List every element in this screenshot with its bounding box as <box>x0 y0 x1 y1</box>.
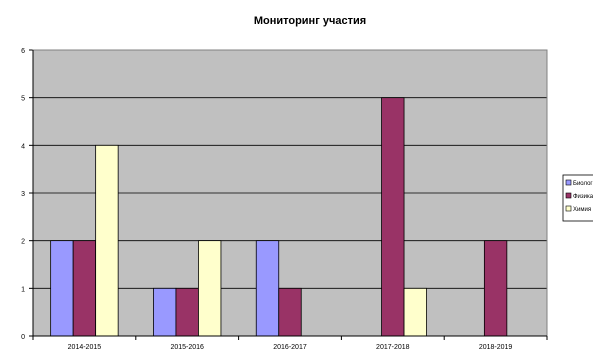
legend-label-Биология: Биология <box>573 181 593 187</box>
y-tick-label: 2 <box>21 239 25 246</box>
bar-Химия-2015-2016 <box>198 240 222 337</box>
bar-Биология-2015-2016 <box>153 287 177 337</box>
bar-Физика-2018-2019 <box>483 240 508 337</box>
legend-swatch-Химия <box>565 205 572 212</box>
bar-Физика-2016-2017 <box>278 287 302 337</box>
x-tick-label: 2016-2017 <box>273 344 307 351</box>
legend-label-Физика: Физика <box>573 194 593 200</box>
plot-area: 0 1 2 3 4 5 6 2014-2015 2015-2016 2016-2017 2017-2… <box>21 48 548 351</box>
legend-swatch-Биология <box>565 179 572 186</box>
y-tick-label: 5 <box>21 96 25 103</box>
y-tick-label: 0 <box>21 334 25 341</box>
bar-Физика-2014-2015 <box>72 240 97 337</box>
bar-Биология-2016-2017 <box>255 240 280 337</box>
y-tick-label: 4 <box>21 143 25 150</box>
x-tick-label: 2018-2019 <box>479 344 513 351</box>
legend: Биология Физика Химия <box>562 174 593 222</box>
chart-title: Мониторинг участия <box>254 15 366 27</box>
x-tick-label: 2015-2016 <box>170 344 204 351</box>
y-tick-label: 6 <box>21 48 25 55</box>
bar-Биология-2014-2015 <box>50 240 74 337</box>
bar-Физика-2017-2018 <box>381 97 405 337</box>
x-tick-label: 2017-2018 <box>376 344 410 351</box>
bar-Химия-2014-2015 <box>95 144 119 337</box>
bar-Физика-2015-2016 <box>175 287 199 337</box>
legend-label-Химия: Химия <box>573 207 591 213</box>
bar-Химия-2017-2018 <box>403 287 427 337</box>
x-tick-label: 2014-2015 <box>68 344 102 351</box>
y-tick-label: 1 <box>21 286 25 293</box>
legend-swatch-Физика <box>565 192 572 199</box>
y-tick-label: 3 <box>21 191 25 198</box>
